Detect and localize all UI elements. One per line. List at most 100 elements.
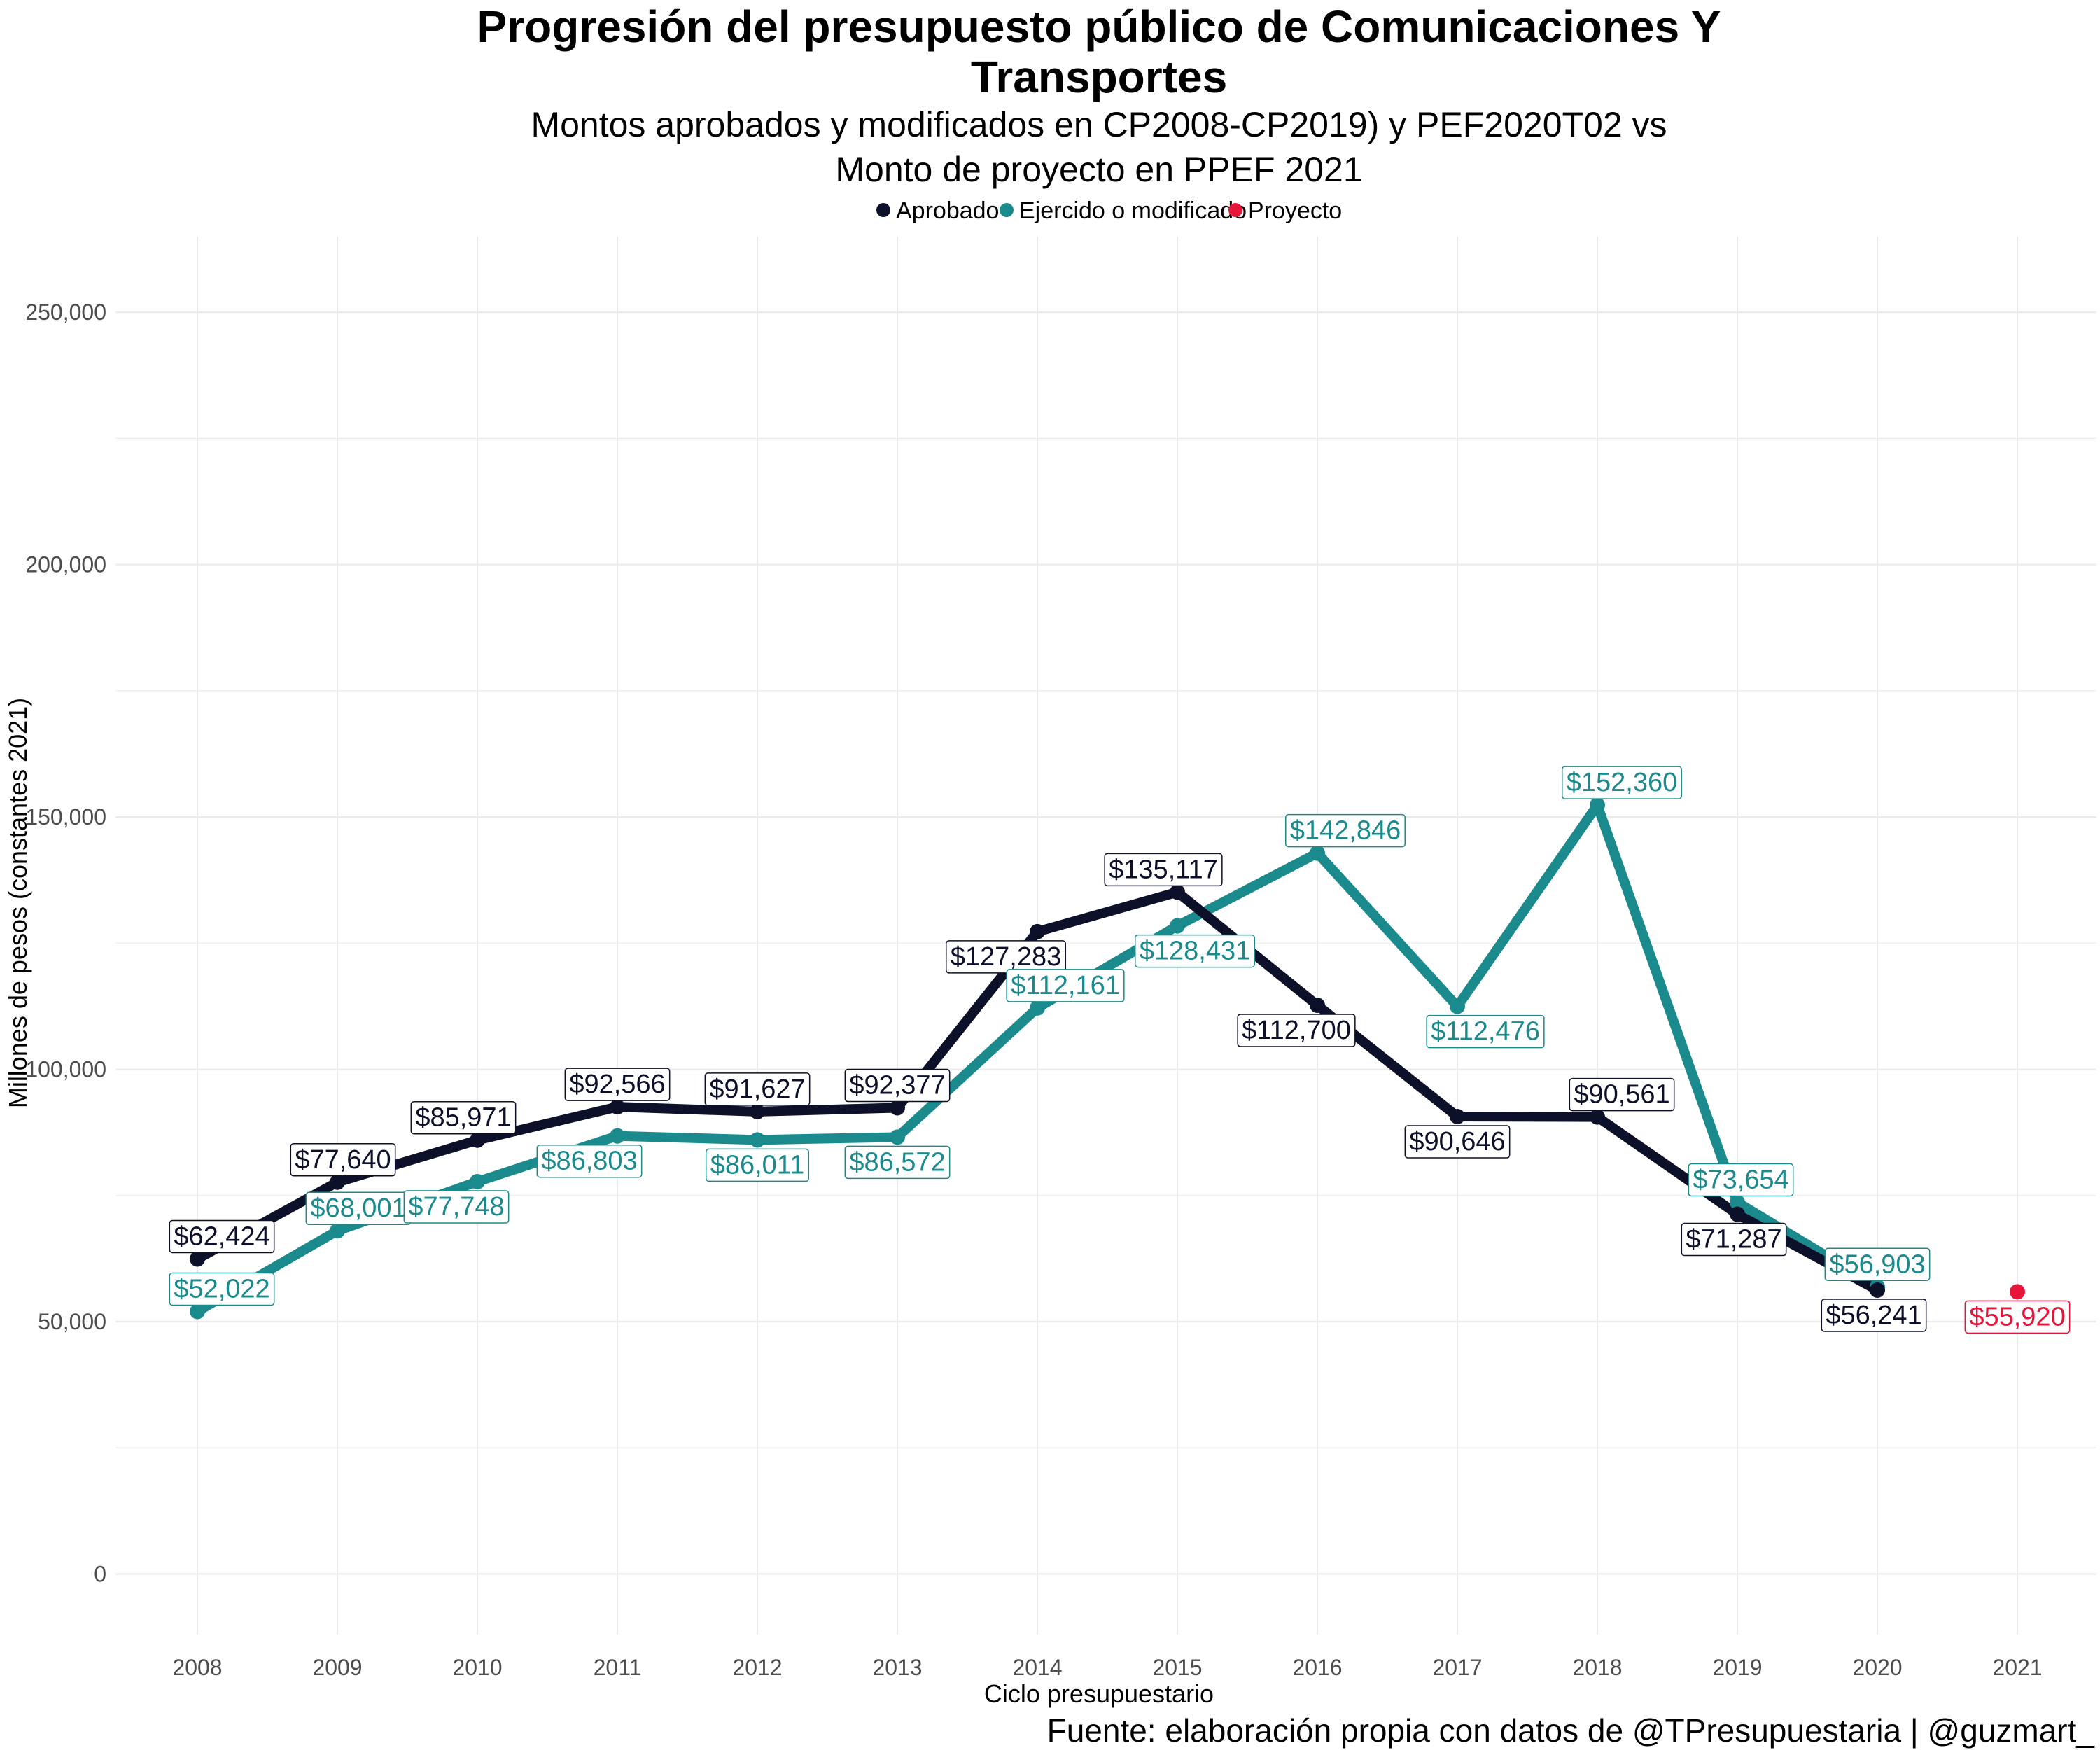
data-point-modificado (610, 1128, 625, 1144)
data-label-text: $55,920 (1969, 1302, 2065, 1331)
x-tick-label: 2011 (594, 1655, 642, 1680)
x-tick-label: 2009 (312, 1655, 362, 1680)
x-tick-label: 2013 (872, 1655, 922, 1680)
data-point-modificado (890, 1129, 905, 1145)
data-label-aprobado: $91,627 (704, 1072, 811, 1106)
y-tick-label: 100,000 (25, 1057, 106, 1082)
data-label-text: $86,803 (541, 1147, 637, 1176)
y-tick-label: 250,000 (25, 300, 106, 325)
y-tick-label: 150,000 (25, 804, 106, 830)
data-label-text: $91,627 (709, 1074, 805, 1104)
data-label-text: $92,377 (849, 1071, 945, 1100)
x-tick-label: 2012 (732, 1655, 782, 1680)
data-point-aprobado (890, 1100, 905, 1116)
data-point-aprobado (1170, 884, 1185, 900)
data-label-modificado: $112,476 (1426, 1014, 1545, 1049)
data-label-text: $152,360 (1567, 768, 1678, 797)
data-label-text: $112,161 (1011, 971, 1120, 1000)
data-label-modificado: $73,654 (1688, 1163, 1794, 1197)
x-tick-label: 2020 (1852, 1655, 1902, 1680)
data-label-text: $52,022 (174, 1274, 270, 1303)
data-label-text: $77,748 (408, 1192, 504, 1222)
legend-label-proyecto: Proyecto (1248, 197, 1342, 224)
data-label-aprobado: $62,424 (169, 1219, 275, 1254)
data-label-aprobado: $92,377 (844, 1068, 951, 1102)
legend-label-aprobado: Aprobado (896, 197, 999, 224)
caption: Fuente: elaboración propia con datos de … (1047, 1712, 2096, 1749)
data-label-aprobado: $112,700 (1237, 1014, 1356, 1047)
y-tick-label: 0 (94, 1561, 106, 1586)
data-point-aprobado (1030, 923, 1045, 939)
data-label-aprobado: $77,640 (290, 1143, 396, 1177)
legend-label-modificado: Ejercido o modificado (1019, 197, 1247, 224)
x-tick-label: 2017 (1432, 1655, 1482, 1680)
chart-subtitle: Montos aprobados y modificados en CP2008… (531, 105, 1667, 189)
data-point-aprobado (470, 1132, 485, 1148)
data-label-modificado: $152,360 (1562, 766, 1682, 799)
data-label-text: $62,424 (174, 1222, 270, 1251)
chart-title: Progresión del presupuesto público de Co… (477, 1, 1721, 102)
data-point-aprobado (1450, 1108, 1465, 1124)
legend-key-aprobado (876, 203, 890, 217)
data-label-text: $71,287 (1686, 1225, 1782, 1254)
data-point-modificado (330, 1223, 345, 1239)
data-point-modificado (1310, 845, 1325, 861)
data-label-modificado: $86,803 (536, 1144, 643, 1178)
x-tick-label: 2010 (452, 1655, 502, 1680)
data-label-modificado: $128,431 (1135, 934, 1255, 968)
data-label-modificado: $68,001 (305, 1191, 412, 1225)
x-tick-label: 2015 (1152, 1655, 1202, 1680)
data-label-text: $77,640 (295, 1145, 391, 1175)
data-point-modificado (1590, 797, 1605, 813)
data-label-modificado: $77,748 (403, 1190, 510, 1224)
data-label-text: $92,566 (569, 1070, 665, 1099)
x-tick-label: 2019 (1712, 1655, 1762, 1680)
data-point-aprobado (750, 1103, 765, 1119)
data-label-aprobado: $85,971 (410, 1100, 517, 1135)
data-labels: $62,424 $77,640 $85,971 $92,566 $91,627 $92,3… (169, 766, 2071, 1334)
data-label-text: $90,646 (1409, 1127, 1505, 1156)
data-label-text: $112,476 (1431, 1017, 1540, 1046)
series-points (190, 797, 2025, 1320)
y-axis-title: Millones de pesos (constantes 2021) (4, 698, 32, 1108)
x-tick-label: 2014 (1012, 1655, 1062, 1680)
data-label-aprobado: $90,561 (1569, 1077, 1675, 1112)
legend-key-modificado (1000, 203, 1014, 217)
data-point-modificado (470, 1173, 485, 1189)
data-label-modificado: $86,572 (844, 1145, 951, 1180)
data-label-aprobado: $92,566 (564, 1068, 671, 1101)
data-label-text: $86,572 (849, 1147, 945, 1177)
data-label-text: $128,431 (1140, 937, 1251, 966)
chart-title-line: Progresión del presupuesto público de Co… (477, 1, 1721, 52)
chart-title-line: Transportes (971, 52, 1227, 102)
data-point-modificado (1730, 1194, 1745, 1210)
data-label-text: $73,654 (1693, 1165, 1788, 1194)
data-label-text: $127,283 (951, 942, 1062, 972)
data-point-aprobado (1590, 1109, 1605, 1125)
x-tick-label: 2021 (1992, 1655, 2042, 1680)
data-label-aprobado: $56,241 (1821, 1298, 1927, 1332)
data-label-aprobado: $135,117 (1104, 853, 1223, 887)
data-label-aprobado: $71,287 (1681, 1222, 1787, 1256)
legend: Aprobado Ejercido o modificado Proyecto (876, 197, 1342, 224)
data-point-proyecto (2010, 1284, 2025, 1300)
data-point-aprobado (1310, 997, 1325, 1013)
data-label-text: $86,011 (710, 1150, 805, 1180)
data-label-text: $112,700 (1242, 1016, 1351, 1045)
data-point-modificado (750, 1132, 765, 1148)
data-point-modificado (1450, 998, 1465, 1014)
y-tick-label: 50,000 (38, 1309, 106, 1334)
x-axis-ticks: 2008 2009 2010 2011 2012 2013 2014 2015 2016 2017… (172, 1655, 2042, 1680)
data-point-aprobado (1730, 1206, 1745, 1222)
data-point-aprobado (190, 1251, 205, 1267)
data-label-modificado: $52,022 (169, 1272, 275, 1306)
x-tick-label: 2016 (1292, 1655, 1342, 1680)
data-point-aprobado (610, 1099, 625, 1115)
chart-subtitle-line: Monto de proyecto en PPEF 2021 (835, 150, 1362, 189)
data-label-modificado: $142,846 (1285, 813, 1406, 848)
data-label-text: $90,561 (1574, 1080, 1670, 1110)
data-label-aprobado: $127,283 (946, 940, 1066, 974)
data-label-modificado: $56,903 (1824, 1247, 1931, 1282)
data-label-text: $142,846 (1290, 816, 1401, 846)
